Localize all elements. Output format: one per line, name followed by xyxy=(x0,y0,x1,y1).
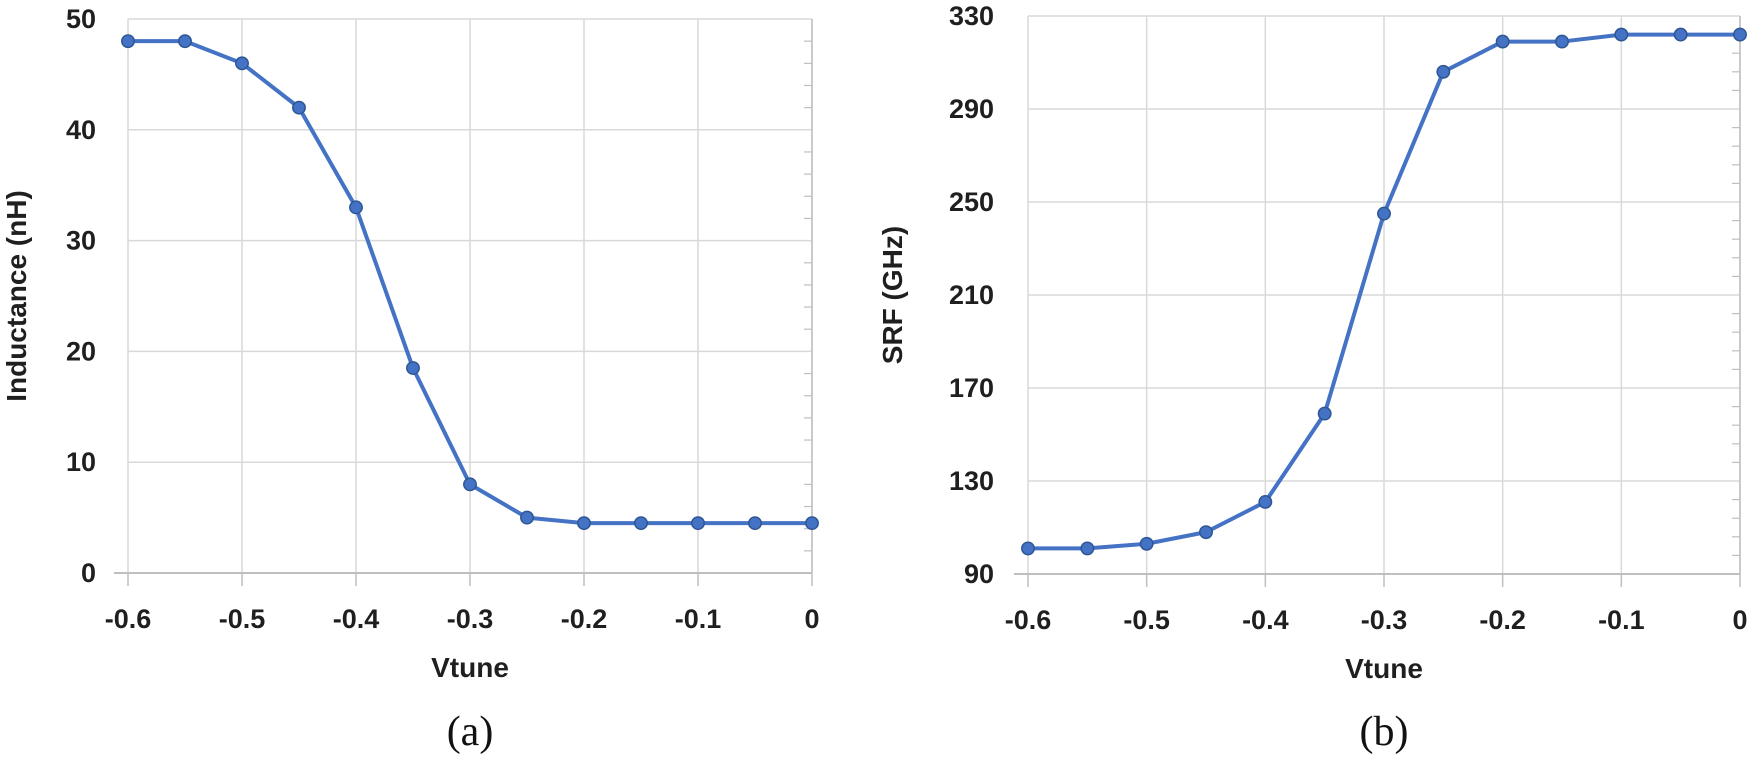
inductance-data-point xyxy=(406,361,420,375)
subfigure-caption-a: (a) xyxy=(446,709,494,755)
inductance-y-tick-label: 0 xyxy=(81,558,96,588)
inductance-data-point xyxy=(634,516,648,531)
inductance-data-point xyxy=(178,34,192,49)
inductance-data-point xyxy=(235,56,249,71)
inductance-data-point xyxy=(691,516,705,531)
inductance-x-axis xyxy=(114,572,813,586)
srf-y-tick-label: 330 xyxy=(949,1,994,31)
srf-x-tick-labels: -0.6 -0.5 -0.4 -0.3 -0.2 -0.1 0 xyxy=(1005,605,1748,635)
inductance-x-tick-labels: -0.6 -0.5 -0.4 -0.3 -0.2 -0.1 0 xyxy=(105,604,820,634)
inductance-y-tick-labels: 0 10 20 30 40 50 xyxy=(66,4,96,588)
srf-y-tick-label: 130 xyxy=(949,466,994,496)
inductance-data-point xyxy=(748,516,762,531)
inductance-x-axis-title: Vtune xyxy=(431,652,509,683)
inductance-x-tick-label: -0.1 xyxy=(675,604,722,634)
srf-x-axis xyxy=(1014,573,1741,587)
inductance-data-point xyxy=(349,200,363,215)
srf-gridlines xyxy=(1027,15,1741,575)
srf-data-point xyxy=(1317,406,1332,421)
inductance-y-tick-label: 20 xyxy=(66,336,96,366)
inductance-data-point xyxy=(520,510,534,525)
inductance-x-tick-label: -0.5 xyxy=(219,604,266,634)
inductance-x-tick-label: -0.2 xyxy=(561,604,608,634)
inductance-x-tick-label: -0.6 xyxy=(105,604,152,634)
srf-data-point xyxy=(1555,34,1569,49)
inductance-data-point xyxy=(292,100,306,115)
inductance-x-tick-label: 0 xyxy=(804,604,819,634)
srf-x-tick-label: -0.3 xyxy=(1361,605,1408,635)
srf-x-tick-label: -0.2 xyxy=(1479,605,1526,635)
inductance-y-tick-label: 30 xyxy=(66,226,96,256)
srf-x-tick-label: 0 xyxy=(1732,605,1747,635)
inductance-data-point xyxy=(121,34,135,49)
srf-data-point xyxy=(1673,27,1688,42)
inductance-y-axis-title: Inductance (nH) xyxy=(1,190,32,402)
srf-data-point xyxy=(1733,27,1747,42)
srf-y-tick-label: 290 xyxy=(949,94,994,124)
inductance-y-tick-label: 50 xyxy=(66,4,96,34)
inductance-y-tick-label: 10 xyxy=(66,447,96,477)
srf-chart: 90 130 170 210 250 290 330 -0.6 -0.5 -0.4 -0.3 -0.2… xyxy=(877,1,1748,684)
inductance-x-tick-label: -0.3 xyxy=(447,604,494,634)
srf-y-tick-labels: 90 130 170 210 250 290 330 xyxy=(949,1,994,589)
srf-data-point xyxy=(1614,27,1629,42)
srf-x-tick-label: -0.6 xyxy=(1005,605,1052,635)
inductance-right-axis xyxy=(804,19,813,573)
srf-data-point xyxy=(1258,494,1273,509)
srf-y-tick-label: 250 xyxy=(949,187,994,217)
srf-y-tick-label: 170 xyxy=(949,373,994,403)
srf-data-point xyxy=(1139,536,1154,551)
inductance-data-points xyxy=(121,34,819,531)
inductance-data-point xyxy=(805,516,819,531)
inductance-data-point xyxy=(577,516,591,531)
srf-data-point xyxy=(1377,206,1391,221)
srf-y-tick-label: 90 xyxy=(964,559,994,589)
srf-y-tick-label: 210 xyxy=(949,280,994,310)
srf-x-tick-label: -0.5 xyxy=(1123,605,1170,635)
inductance-chart: 0 10 20 30 40 50 -0.6 -0.5 -0.4 -0.3 -0.2 -0.1 0 Vtun… xyxy=(1,4,820,683)
srf-data-point xyxy=(1495,34,1510,49)
srf-data-point xyxy=(1436,64,1451,79)
srf-x-tick-label: -0.1 xyxy=(1598,605,1645,635)
srf-data-point xyxy=(1080,541,1095,556)
srf-data-points xyxy=(1021,27,1747,556)
inductance-y-tick-label: 40 xyxy=(66,115,96,145)
inductance-data-point xyxy=(463,477,477,492)
srf-data-point xyxy=(1021,541,1035,556)
srf-data-point xyxy=(1199,525,1213,540)
srf-y-axis-title: SRF (GHz) xyxy=(877,226,908,364)
subfigure-caption-b: (b) xyxy=(1359,709,1409,755)
srf-x-tick-label: -0.4 xyxy=(1242,605,1289,635)
srf-x-axis-title: Vtune xyxy=(1345,653,1423,684)
inductance-x-tick-label: -0.4 xyxy=(333,604,380,634)
